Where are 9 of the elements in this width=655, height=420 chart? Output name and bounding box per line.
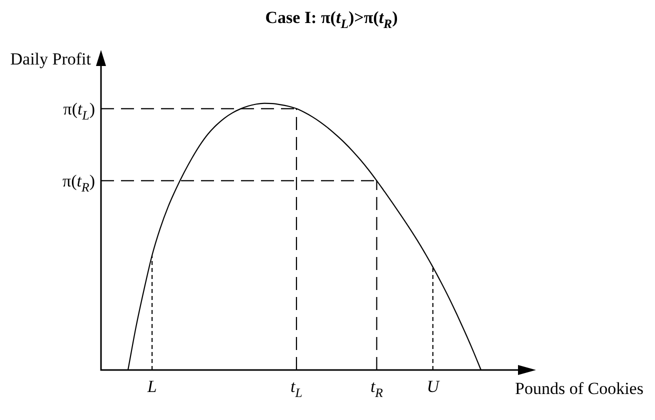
x-axis-title: Pounds of Cookies — [515, 379, 644, 398]
y-axis-title: Daily Profit — [10, 50, 91, 68]
x-tick-label: U — [426, 377, 439, 396]
chart-title: Case I: π(t$_{L}$)>π(t$_{R}$) — [265, 8, 398, 31]
ref-line-label: π(t$_{R}$) — [62, 171, 95, 194]
x-tick-label: t$_{R}$ — [370, 377, 383, 400]
x-tick-label: t$_{L}$ — [290, 377, 302, 400]
x-tick-label: L — [147, 377, 157, 396]
ref-line-label: π(t$_{L}$) — [63, 99, 95, 122]
